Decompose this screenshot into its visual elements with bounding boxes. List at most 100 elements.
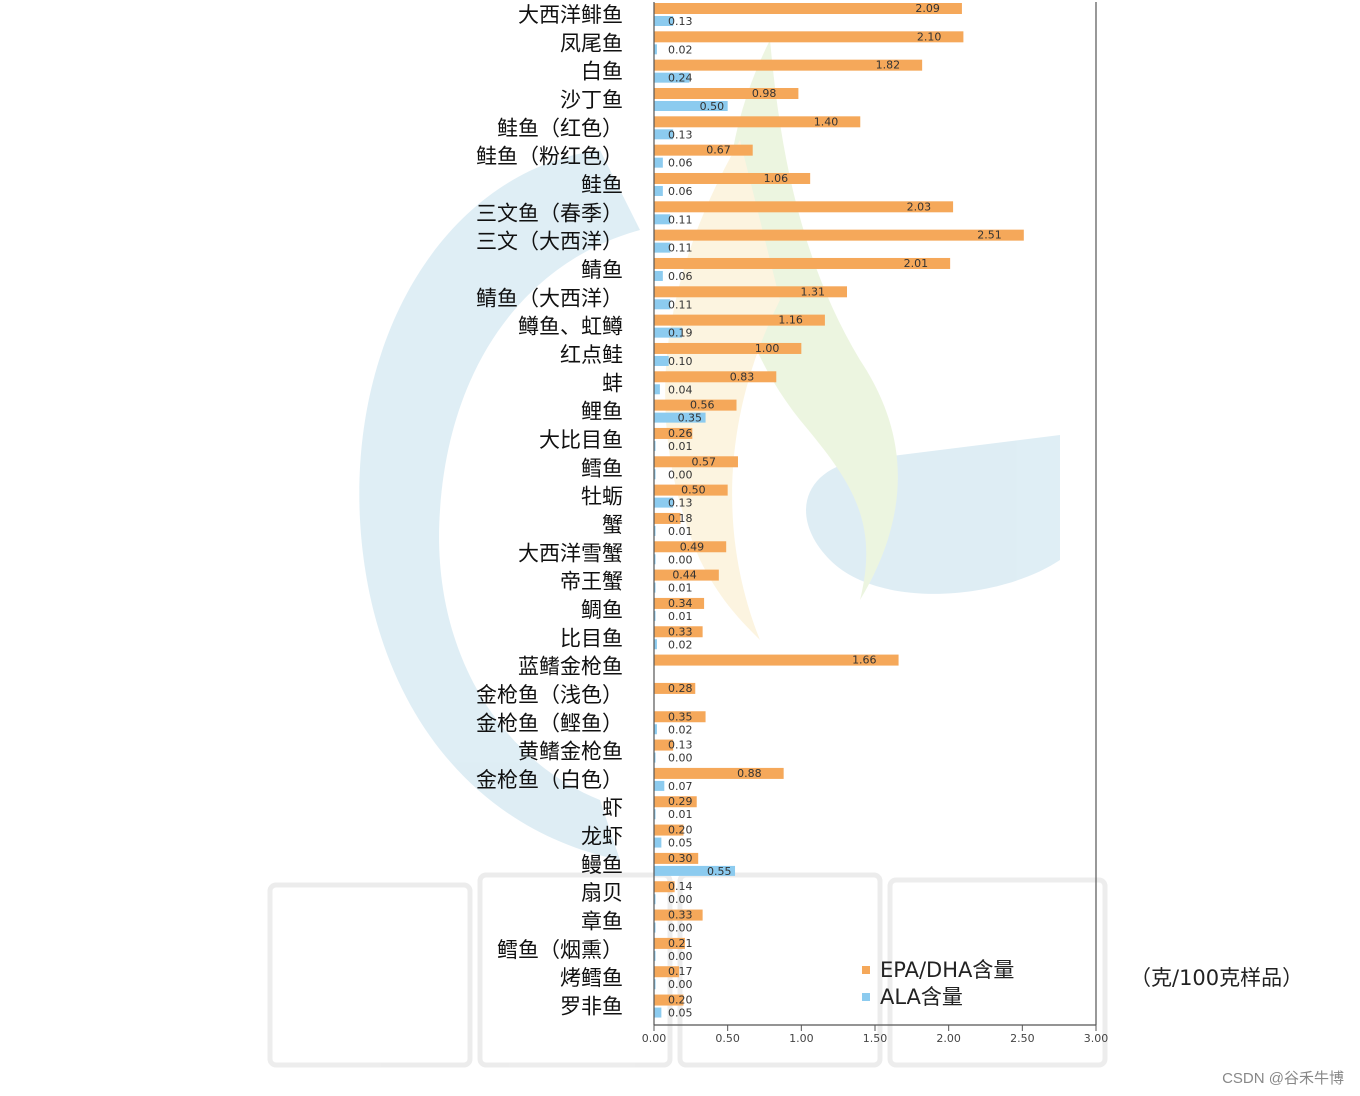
ala-value-label: 0.35 <box>678 412 703 425</box>
category-label: 白鱼 <box>581 60 623 84</box>
ala-bar <box>654 837 662 848</box>
ala-value-label: 0.11 <box>668 242 693 255</box>
ala-bar <box>654 525 656 536</box>
epa-dha-bar <box>654 711 706 723</box>
epa-dha-bar <box>654 399 737 411</box>
epa-dha-bar <box>654 852 699 864</box>
category-label: 金枪鱼（浅色） <box>476 683 623 707</box>
epa-dha-value-label: 0.21 <box>668 937 693 950</box>
ala-value-label: 0.55 <box>707 865 732 878</box>
epa-dha-bar <box>654 342 802 354</box>
category-label: 鲑鱼（红色） <box>497 116 623 140</box>
category-label: 蚌 <box>602 371 623 395</box>
ala-value-label: 0.02 <box>668 43 693 56</box>
category-label: 沙丁鱼 <box>560 88 623 112</box>
ala-value-label: 0.19 <box>668 327 693 340</box>
x-tick-label: 0.00 <box>642 1032 667 1045</box>
legend-label-epa-dha: EPA/DHA含量 <box>880 958 1014 982</box>
epa-dha-bar <box>654 456 738 468</box>
epa-dha-value-label: 1.82 <box>876 59 901 72</box>
epa-dha-value-label: 1.31 <box>801 285 826 298</box>
epa-dha-bar <box>654 569 719 581</box>
epa-dha-value-label: 0.20 <box>668 824 693 837</box>
x-tick-label: 3.00 <box>1084 1032 1109 1045</box>
epa-dha-bar <box>654 144 753 156</box>
epa-dha-bar <box>654 597 705 609</box>
epa-dha-bar <box>654 966 680 978</box>
ala-value-label: 0.10 <box>668 355 693 368</box>
epa-dha-value-label: 1.00 <box>755 342 780 355</box>
ala-value-label: 0.00 <box>668 468 693 481</box>
epa-dha-bar <box>654 654 899 666</box>
ala-bar <box>654 554 656 565</box>
category-label: 大西洋雪蟹 <box>518 541 623 565</box>
ala-bar <box>654 185 663 196</box>
epa-dha-value-label: 0.83 <box>730 370 755 383</box>
ala-bar <box>654 270 663 281</box>
epa-dha-bar <box>654 739 674 751</box>
ala-bar <box>654 582 656 593</box>
category-label: 蓝鳍金枪鱼 <box>518 655 623 679</box>
ala-bar <box>654 100 728 111</box>
ala-value-label: 0.11 <box>668 298 693 311</box>
ala-value-label: 0.00 <box>668 752 693 765</box>
category-label: 鳕鱼（烟熏） <box>497 938 623 962</box>
ala-bar <box>654 780 665 791</box>
category-label: 鳗鱼 <box>581 853 623 877</box>
epa-dha-value-label: 0.50 <box>681 484 706 497</box>
epa-dha-value-label: 0.18 <box>668 512 693 525</box>
epa-dha-bar <box>654 767 784 779</box>
epa-dha-value-label: 0.57 <box>691 455 716 468</box>
epa-dha-value-label: 0.26 <box>668 427 693 440</box>
category-label: 凤尾鱼 <box>560 31 623 55</box>
category-label: 罗非鱼 <box>560 995 623 1019</box>
ala-bar <box>654 497 674 508</box>
epa-dha-bar <box>654 59 923 71</box>
ala-value-label: 0.05 <box>668 837 693 850</box>
epa-dha-bar <box>654 484 728 496</box>
epa-dha-bar <box>654 512 681 524</box>
epa-dha-value-label: 2.10 <box>917 30 942 43</box>
category-label: 鲤鱼 <box>581 400 623 424</box>
x-tick-label: 2.50 <box>1010 1032 1035 1045</box>
category-label: 大西洋鲱鱼 <box>518 3 623 27</box>
ala-value-label: 0.13 <box>668 497 693 510</box>
epa-dha-value-label: 0.44 <box>672 569 697 582</box>
category-label: 鲑鱼 <box>581 173 623 197</box>
ala-value-label: 0.00 <box>668 553 693 566</box>
category-label: 帝王蟹 <box>560 570 623 594</box>
ala-bar <box>654 610 656 621</box>
ala-bar <box>654 639 657 650</box>
ala-bar <box>654 299 671 310</box>
ala-value-label: 0.13 <box>668 15 693 28</box>
ala-bar <box>654 44 657 55</box>
epa-dha-bar <box>654 937 685 949</box>
epa-dha-value-label: 0.33 <box>668 909 693 922</box>
ala-bar <box>654 724 657 735</box>
ala-bar <box>654 384 660 395</box>
epa-dha-value-label: 0.67 <box>706 144 731 157</box>
ala-value-label: 0.05 <box>668 1007 693 1020</box>
category-label: 金枪鱼（白色） <box>476 768 623 792</box>
epa-dha-value-label: 0.56 <box>690 399 715 412</box>
epa-dha-bar <box>654 796 697 808</box>
ala-bar <box>654 72 690 83</box>
epa-dha-value-label: 2.01 <box>904 257 929 270</box>
ala-value-label: 0.01 <box>668 610 693 623</box>
category-label: 金枪鱼（鲣鱼） <box>476 711 623 735</box>
ala-bar <box>654 1007 662 1018</box>
ala-bar <box>654 157 663 168</box>
ala-bar <box>654 129 674 140</box>
category-label: 鲷鱼 <box>581 598 623 622</box>
category-label: 蟹 <box>602 513 623 537</box>
epa-dha-value-label: 0.88 <box>737 767 762 780</box>
epa-dha-bar <box>654 909 703 921</box>
epa-dha-bar <box>654 626 703 638</box>
credit-text: CSDN @谷禾牛博 <box>1222 1070 1344 1087</box>
ala-bar <box>654 242 671 253</box>
ala-bar <box>654 809 656 820</box>
epa-dha-value-label: 0.13 <box>668 739 693 752</box>
ala-value-label: 0.00 <box>668 922 693 935</box>
ala-bar <box>654 16 674 26</box>
